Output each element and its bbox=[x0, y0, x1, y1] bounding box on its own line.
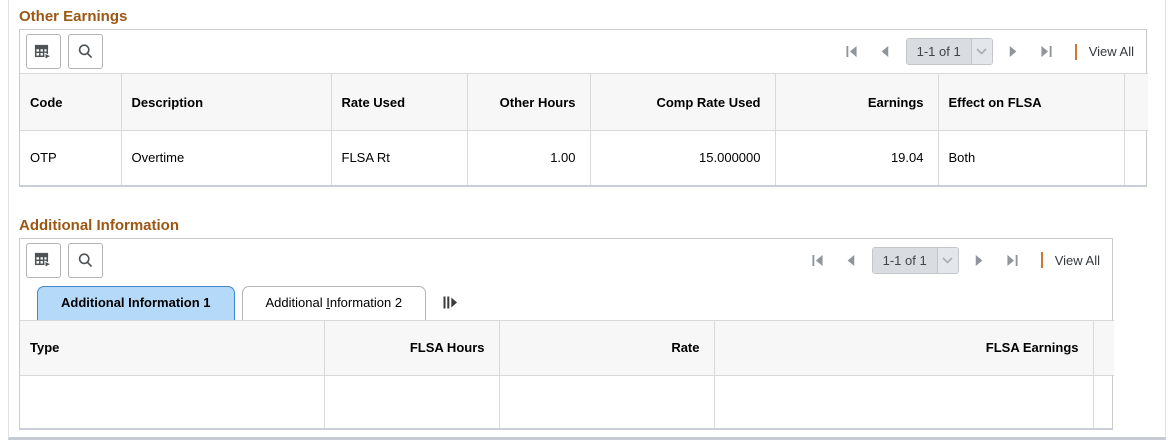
cell-type bbox=[20, 375, 325, 428]
first-page-button[interactable] bbox=[840, 40, 864, 64]
cell-effect-on-flsa: Both bbox=[938, 130, 1125, 185]
col-header-flsa-earnings: FLSA Earnings bbox=[714, 320, 1094, 376]
additional-information-title: Additional Information bbox=[19, 216, 179, 234]
pager-divider bbox=[1074, 43, 1077, 60]
col-header-effect-on-flsa: Effect on FLSA bbox=[938, 73, 1125, 131]
col-header-description: Description bbox=[121, 73, 332, 131]
additional-information-table: Type FLSA Hours Rate FLSA Earnings bbox=[20, 319, 1114, 428]
additional-information-toolbar: 1-1 of 1 View All bbox=[20, 239, 1112, 282]
col-header-rate-used: Rate Used bbox=[331, 73, 468, 131]
cell-rate bbox=[499, 375, 715, 428]
other-earnings-section: Other Earnings bbox=[19, 8, 1165, 187]
previous-page-button[interactable] bbox=[839, 248, 863, 272]
tab-additional-information-1[interactable]: Additional Information 1 bbox=[37, 285, 235, 320]
header-row: Type FLSA Hours Rate FLSA Earnings bbox=[20, 320, 1114, 376]
previous-page-button[interactable] bbox=[873, 40, 897, 64]
other-earnings-table: Code Description Rate Used Other Hours C… bbox=[20, 73, 1148, 185]
cell-code: OTP bbox=[20, 130, 122, 185]
col-header-type: Type bbox=[20, 320, 325, 376]
page-container: Other Earnings bbox=[8, 0, 1166, 440]
tab-label: Additional Information 1 bbox=[61, 294, 211, 310]
col-header-flsa-hours: FLSA Hours bbox=[324, 320, 500, 376]
cell-description: Overtime bbox=[121, 130, 332, 185]
cell-rate-used: FLSA Rt bbox=[331, 130, 468, 185]
pager-divider bbox=[1040, 252, 1043, 268]
additional-information-grid: 1-1 of 1 View All bbox=[19, 237, 1114, 430]
spacer-cell bbox=[1093, 375, 1114, 428]
cell-earnings: 19.04 bbox=[775, 130, 939, 185]
search-icon bbox=[77, 43, 94, 60]
find-button[interactable] bbox=[68, 34, 103, 69]
col-header-other-hours: Other Hours bbox=[467, 73, 591, 131]
row-range-value: 1-1 of 1 bbox=[906, 39, 971, 64]
next-page-button[interactable] bbox=[968, 248, 992, 272]
additional-information-section: Additional Information bbox=[19, 216, 1165, 430]
spacer-column bbox=[1093, 320, 1114, 376]
show-following-tabs-button[interactable] bbox=[443, 296, 458, 312]
grid-action-menu-button[interactable] bbox=[26, 34, 61, 69]
find-button[interactable] bbox=[68, 242, 103, 278]
chevron-down-icon bbox=[970, 39, 992, 64]
tab-additional-information-2[interactable]: Additional Information 2 bbox=[241, 285, 427, 320]
last-page-button[interactable] bbox=[1035, 40, 1059, 64]
row-range-dropdown[interactable]: 1-1 of 1 bbox=[871, 246, 959, 274]
grid-action-menu-icon bbox=[34, 43, 53, 61]
grid-action-menu-icon bbox=[34, 251, 53, 269]
spacer-column bbox=[1124, 73, 1148, 131]
tab-label: Additional Information 2 bbox=[265, 294, 403, 310]
additional-information-tabs: Additional Information 1 Additional Info… bbox=[20, 282, 1112, 320]
other-earnings-grid: 1-1 of 1 View All bbox=[19, 29, 1148, 187]
cell-flsa-hours bbox=[324, 375, 500, 428]
other-earnings-title: Other Earnings bbox=[19, 8, 128, 25]
col-header-rate: Rate bbox=[499, 320, 715, 376]
cell-flsa-earnings bbox=[714, 375, 1094, 428]
spacer-cell bbox=[1124, 131, 1148, 185]
row-range-value: 1-1 of 1 bbox=[872, 247, 937, 273]
table-row: OTP Overtime FLSA Rt 1.00 15.000000 19.0… bbox=[20, 130, 1148, 185]
next-page-button[interactable] bbox=[1002, 40, 1026, 64]
view-all-link[interactable]: View All bbox=[1054, 252, 1100, 268]
table-row bbox=[20, 375, 1114, 428]
additional-information-pagination: 1-1 of 1 View All bbox=[797, 246, 1100, 274]
row-range-dropdown[interactable]: 1-1 of 1 bbox=[905, 38, 993, 65]
last-page-button[interactable] bbox=[1001, 248, 1025, 272]
header-row: Code Description Rate Used Other Hours C… bbox=[20, 73, 1148, 131]
cell-comp-rate-used: 15.000000 bbox=[590, 130, 776, 185]
search-icon bbox=[77, 252, 94, 269]
cell-other-hours: 1.00 bbox=[467, 130, 591, 185]
grid-action-menu-button[interactable] bbox=[26, 242, 61, 278]
other-earnings-toolbar: 1-1 of 1 View All bbox=[20, 30, 1146, 73]
view-all-link[interactable]: View All bbox=[1088, 44, 1134, 59]
first-page-button[interactable] bbox=[806, 248, 830, 272]
col-header-earnings: Earnings bbox=[775, 73, 939, 131]
chevron-down-icon bbox=[936, 247, 958, 273]
col-header-comp-rate-used: Comp Rate Used bbox=[590, 73, 776, 131]
col-header-code: Code bbox=[20, 73, 122, 131]
other-earnings-pagination: 1-1 of 1 View All bbox=[831, 38, 1134, 65]
show-following-tabs-icon bbox=[443, 296, 458, 312]
